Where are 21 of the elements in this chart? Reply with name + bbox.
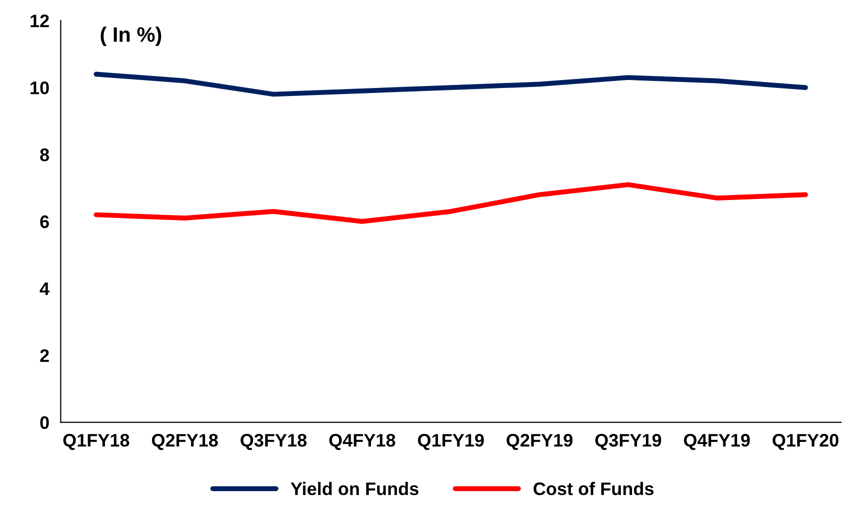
y-tick-label: 8 [40,148,50,162]
x-tick-label: Q1FY20 [772,434,838,450]
x-tick-label: Q1FY19 [418,434,484,450]
x-tick-label: Q4FY19 [684,434,750,450]
line-series [94,182,808,224]
annotation: ( In %) [100,26,162,46]
x-tick-label: Q3FY19 [595,434,662,450]
x-tick-label: Q3FY18 [240,434,307,450]
line-series [94,72,808,97]
y-tick-label: 2 [40,349,49,362]
y-tick-label: 6 [40,215,49,228]
x-tick-label: Q2FY19 [506,434,572,450]
legend-label: Cost of Funds [534,482,654,496]
y-tick-label: 12 [30,14,49,28]
y-tick-label: 4 [40,282,50,295]
y-tick-label: 10 [30,81,49,94]
x-tick-label: Q2FY18 [152,434,218,450]
y-tick-label: 0 [40,416,49,430]
legend-label: Yield on Funds [290,482,418,496]
x-tick-label: Q1FY18 [63,434,130,450]
x-tick-label: Q4FY18 [329,434,396,450]
